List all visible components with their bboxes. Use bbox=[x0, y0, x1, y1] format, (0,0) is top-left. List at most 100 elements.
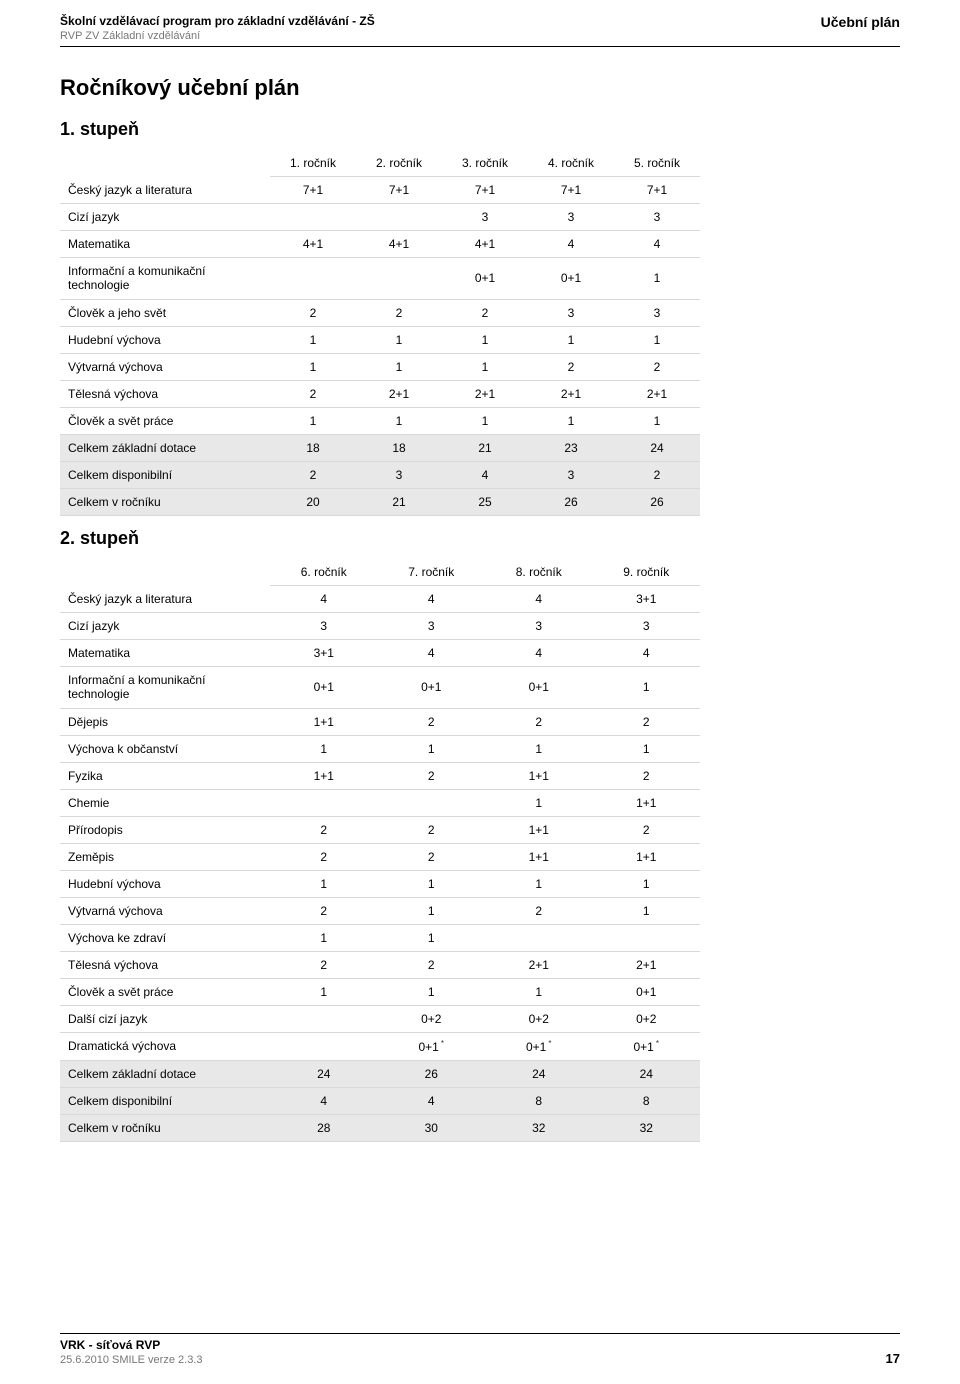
value-cell: 2 bbox=[593, 708, 701, 735]
header-program: Školní vzdělávací program pro základní v… bbox=[60, 14, 375, 28]
subject-cell: Tělesná výchova bbox=[60, 951, 270, 978]
star-icon: * bbox=[441, 1039, 444, 1048]
value-cell: 2 bbox=[378, 843, 486, 870]
subject-cell: Český jazyk a literatura bbox=[60, 177, 270, 204]
value-cell: 2 bbox=[378, 951, 486, 978]
value-cell: 2 bbox=[270, 380, 356, 407]
col-header: 9. ročník bbox=[593, 559, 701, 586]
value-cell: 1 bbox=[614, 407, 700, 434]
value-cell: 2 bbox=[270, 816, 378, 843]
summary-value: 2 bbox=[270, 461, 356, 488]
summary-value: 24 bbox=[593, 1060, 701, 1087]
table-row: Výtvarná výchova2121 bbox=[60, 897, 700, 924]
summary-value: 25 bbox=[442, 488, 528, 515]
table-row: Člověk a svět práce1110+1 bbox=[60, 978, 700, 1005]
value-cell: 1 bbox=[270, 353, 356, 380]
value-cell: 1 bbox=[528, 407, 614, 434]
value-cell: 2+1 bbox=[528, 380, 614, 407]
value-cell: 0+2 bbox=[593, 1005, 701, 1032]
subject-cell: Zeměpis bbox=[60, 843, 270, 870]
value-cell: 1 bbox=[593, 735, 701, 762]
value-cell: 0+1 bbox=[593, 978, 701, 1005]
value-cell: 0+1 bbox=[442, 258, 528, 300]
col-header: 3. ročník bbox=[442, 150, 528, 177]
summary-value: 4 bbox=[442, 461, 528, 488]
value-cell: 4+1 bbox=[270, 231, 356, 258]
value-cell: 2 bbox=[378, 762, 486, 789]
header-section: Učební plán bbox=[821, 14, 900, 30]
table-row: Tělesná výchova22+12+12+12+1 bbox=[60, 380, 700, 407]
summary-value: 8 bbox=[593, 1087, 701, 1114]
value-cell: 4 bbox=[485, 639, 593, 666]
value-cell: 7+1 bbox=[356, 177, 442, 204]
summary-value: 4 bbox=[270, 1087, 378, 1114]
summary-row: Celkem v ročníku2021252626 bbox=[60, 488, 700, 515]
col-header: 7. ročník bbox=[378, 559, 486, 586]
table-row: Další cizí jazyk0+20+20+2 bbox=[60, 1005, 700, 1032]
subject-cell: Hudební výchova bbox=[60, 870, 270, 897]
summary-label: Celkem základní dotace bbox=[60, 1060, 270, 1087]
summary-value: 21 bbox=[442, 434, 528, 461]
value-cell: 7+1 bbox=[442, 177, 528, 204]
value-cell: 1 bbox=[614, 258, 700, 300]
value-cell: 0+2 bbox=[378, 1005, 486, 1032]
value-cell: 1+1 bbox=[270, 708, 378, 735]
value-cell: 2 bbox=[270, 299, 356, 326]
footer-title: VRK - síťová RVP bbox=[60, 1338, 202, 1352]
subject-cell: Výtvarná výchova bbox=[60, 897, 270, 924]
value-cell: 2 bbox=[442, 299, 528, 326]
value-cell: 2 bbox=[270, 897, 378, 924]
value-cell: 3 bbox=[614, 299, 700, 326]
value-cell: 7+1 bbox=[614, 177, 700, 204]
value-cell: 1 bbox=[442, 353, 528, 380]
table-row: Zeměpis221+11+1 bbox=[60, 843, 700, 870]
stage2-heading: 2. stupeň bbox=[60, 528, 900, 549]
value-cell: 1+1 bbox=[485, 843, 593, 870]
value-cell: 3 bbox=[378, 612, 486, 639]
value-cell: 1+1 bbox=[593, 789, 701, 816]
value-cell: 4 bbox=[270, 585, 378, 612]
table-row: Přírodopis221+12 bbox=[60, 816, 700, 843]
header-subprogram: RVP ZV Základní vzdělávání bbox=[60, 30, 375, 42]
summary-value: 20 bbox=[270, 488, 356, 515]
value-cell: 0+1* bbox=[378, 1032, 486, 1060]
summary-value: 4 bbox=[378, 1087, 486, 1114]
table-row: Informační a komunikační technologie0+10… bbox=[60, 258, 700, 300]
value-cell bbox=[485, 924, 593, 951]
value-cell: 3 bbox=[528, 204, 614, 231]
value-cell: 1 bbox=[485, 870, 593, 897]
value-cell: 1 bbox=[270, 407, 356, 434]
value-cell: 0+1* bbox=[485, 1032, 593, 1060]
subject-cell: Český jazyk a literatura bbox=[60, 585, 270, 612]
value-cell: 2 bbox=[356, 299, 442, 326]
value-cell: 1 bbox=[528, 326, 614, 353]
value-cell: 3 bbox=[593, 612, 701, 639]
table-row: Informační a komunikační technologie0+10… bbox=[60, 666, 700, 708]
value-cell bbox=[270, 789, 378, 816]
value-cell: 0+2 bbox=[485, 1005, 593, 1032]
summary-value: 18 bbox=[356, 434, 442, 461]
col-header: 5. ročník bbox=[614, 150, 700, 177]
value-cell: 0+1 bbox=[485, 666, 593, 708]
subject-cell: Výchova k občanství bbox=[60, 735, 270, 762]
summary-value: 24 bbox=[270, 1060, 378, 1087]
summary-value: 26 bbox=[528, 488, 614, 515]
value-cell: 2 bbox=[270, 951, 378, 978]
value-cell bbox=[593, 924, 701, 951]
value-cell: 4 bbox=[528, 231, 614, 258]
summary-value: 26 bbox=[378, 1060, 486, 1087]
value-cell bbox=[356, 204, 442, 231]
table-row: Tělesná výchova222+12+1 bbox=[60, 951, 700, 978]
value-cell: 1 bbox=[485, 789, 593, 816]
subject-cell: Další cizí jazyk bbox=[60, 1005, 270, 1032]
page-title: Ročníkový učební plán bbox=[60, 75, 900, 101]
page-header: Školní vzdělávací program pro základní v… bbox=[60, 14, 900, 47]
summary-value: 3 bbox=[356, 461, 442, 488]
page-footer: VRK - síťová RVP 25.6.2010 SMILE verze 2… bbox=[60, 1333, 900, 1366]
value-cell: 3+1 bbox=[270, 639, 378, 666]
summary-value: 23 bbox=[528, 434, 614, 461]
subject-cell: Hudební výchova bbox=[60, 326, 270, 353]
subject-cell: Člověk a jeho svět bbox=[60, 299, 270, 326]
value-cell: 3 bbox=[270, 612, 378, 639]
value-cell: 1 bbox=[356, 326, 442, 353]
